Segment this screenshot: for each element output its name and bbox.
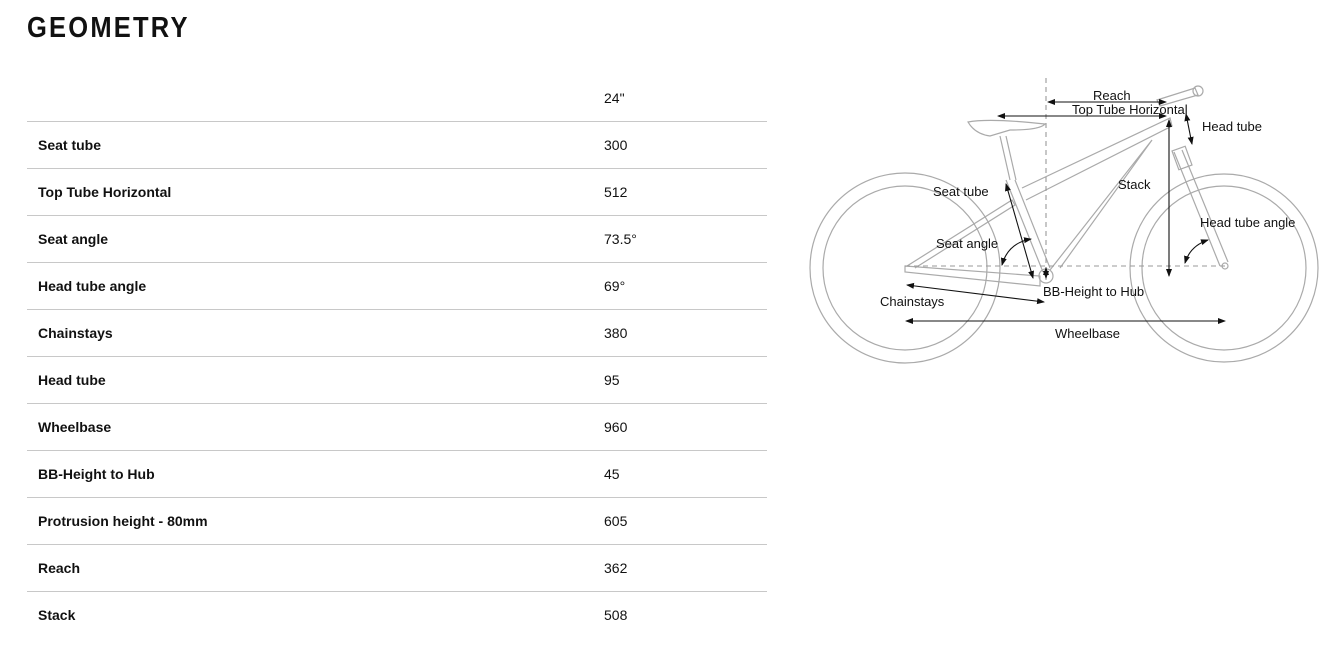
label-seat-angle: Seat angle: [936, 236, 998, 251]
row-label: BB-Height to Hub: [38, 466, 155, 482]
label-wheelbase: Wheelbase: [1055, 326, 1120, 341]
label-head-tube: Head tube: [1202, 119, 1262, 134]
size-column-header: 24": [604, 90, 625, 106]
row-label: Wheelbase: [38, 419, 112, 435]
table-header: 24": [27, 75, 767, 122]
row-label: Head tube: [38, 372, 106, 388]
label-top-tube: Top Tube Horizontal: [1072, 102, 1188, 117]
table-row: Seat tube 300: [27, 122, 767, 169]
row-label: Protrusion height - 80mm: [38, 513, 208, 529]
label-stack: Stack: [1118, 177, 1151, 192]
row-label: Stack: [38, 607, 76, 623]
row-label: Chainstays: [38, 325, 113, 341]
handlebar: [1192, 85, 1204, 97]
fork: [1173, 149, 1229, 267]
table-row: Head tube 95: [27, 357, 767, 404]
rear-wheel-inner: [822, 185, 988, 351]
geometry-table: 24" Seat tube 300 Top Tube Horizontal 512 Se…: [27, 75, 767, 638]
chainstays-arrow: [906, 282, 1045, 305]
bike-frame-drawing: [809, 85, 1319, 364]
row-value: 960: [604, 419, 628, 435]
row-label: Top Tube Horizontal: [38, 184, 172, 200]
seat-angle-arc: [1000, 237, 1032, 266]
label-reach: Reach: [1093, 88, 1131, 103]
row-value: 45: [604, 466, 620, 482]
dimension-lines: [905, 78, 1228, 324]
table-row: Head tube angle 69°: [27, 263, 767, 310]
table-row: Wheelbase 960: [27, 404, 767, 451]
label-head-tube-angle: Head tube angle: [1200, 215, 1295, 230]
row-value: 95: [604, 372, 620, 388]
row-value: 300: [604, 137, 628, 153]
row-label: Head tube angle: [38, 278, 147, 294]
down-tube: [1049, 139, 1153, 271]
front-wheel-outer: [1129, 173, 1319, 363]
seat-tube: [1005, 179, 1051, 273]
row-value: 73.5°: [604, 231, 637, 247]
row-value: 380: [604, 325, 628, 341]
head-tube-angle-arc: [1184, 239, 1209, 264]
table-row: Reach 362: [27, 545, 767, 592]
head-tube-arrow: [1184, 113, 1194, 145]
row-label: Seat angle: [38, 231, 109, 247]
fork-crown: [1171, 145, 1193, 171]
label-seat-tube: Seat tube: [933, 184, 989, 199]
row-value: 512: [604, 184, 628, 200]
table-row: BB-Height to Hub 45: [27, 451, 767, 498]
front-wheel-inner: [1141, 185, 1307, 351]
row-value: 362: [604, 560, 628, 576]
seatstay: [906, 199, 1016, 269]
row-value: 508: [604, 607, 628, 623]
row-value: 69°: [604, 278, 626, 294]
table-row: Chainstays 380: [27, 310, 767, 357]
chainstay: [904, 265, 1041, 287]
rear-wheel-outer: [809, 172, 1001, 364]
saddle: [967, 119, 1047, 137]
table-row: Top Tube Horizontal 512: [27, 169, 767, 216]
table-row: Protrusion height - 80mm 605: [27, 498, 767, 545]
label-chainstays: Chainstays: [880, 294, 945, 309]
table-row: Stack 508: [27, 592, 767, 638]
page-title: GEOMETRY: [27, 12, 190, 44]
table-row: Seat angle 73.5°: [27, 216, 767, 263]
label-bb-height: BB-Height to Hub: [1043, 284, 1144, 299]
seatpost: [999, 135, 1017, 181]
row-label: Seat tube: [38, 137, 102, 153]
row-label: Reach: [38, 560, 81, 576]
row-value: 605: [604, 513, 628, 529]
